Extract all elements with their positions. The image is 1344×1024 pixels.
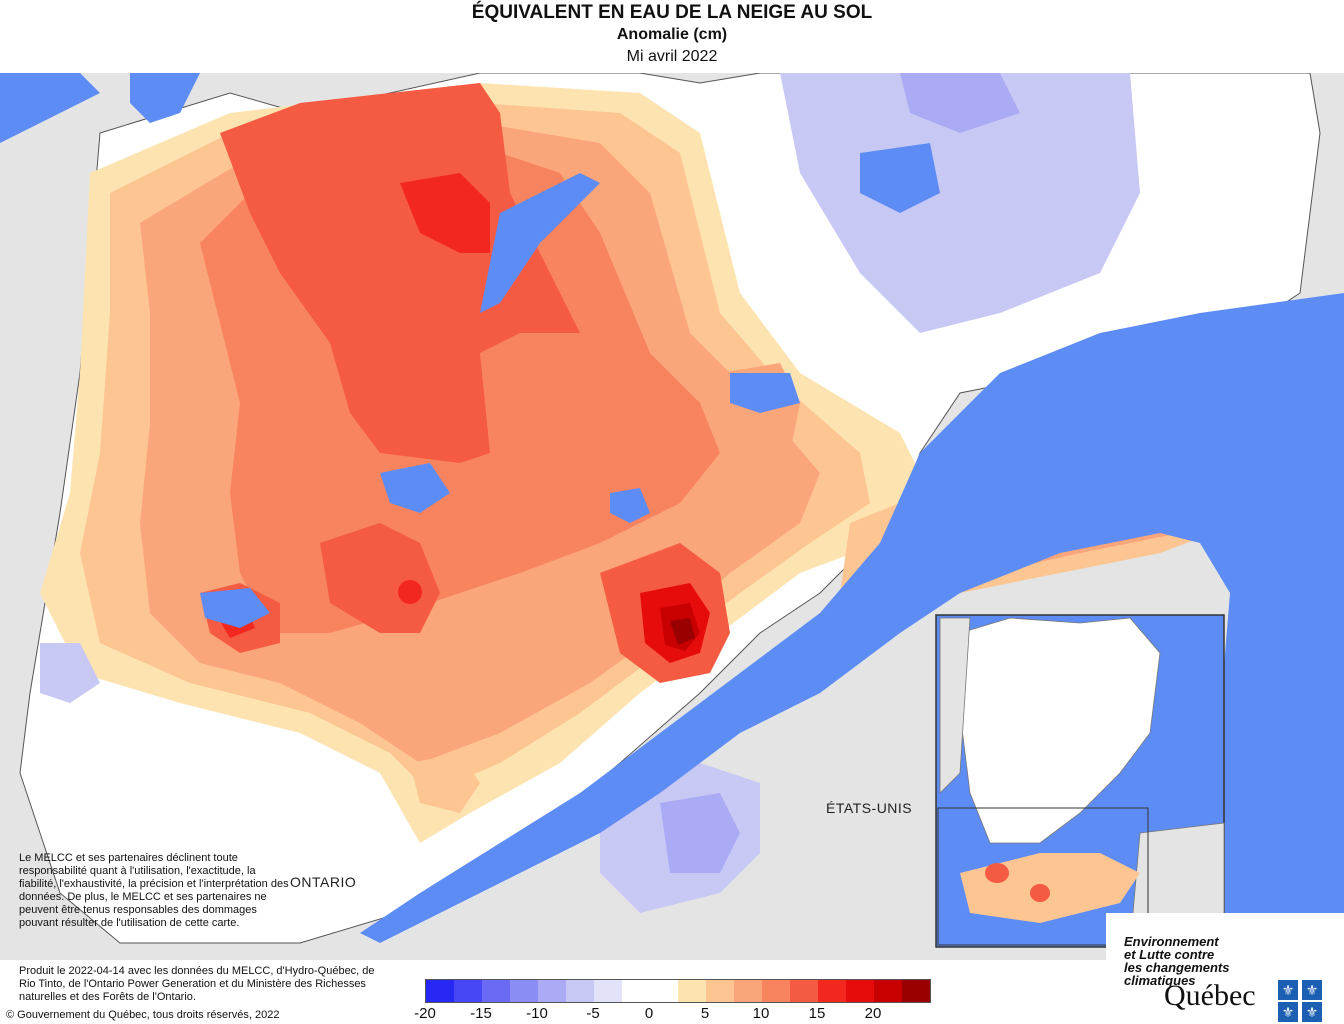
legend-swatch <box>874 980 902 1002</box>
ministry-line-3: les changements <box>1124 960 1230 975</box>
legend-tick-label: 10 <box>752 1005 770 1022</box>
legend-swatch <box>818 980 846 1002</box>
legend-bar <box>425 979 931 1003</box>
legend-swatch <box>678 980 706 1002</box>
legend-tick-label: 20 <box>864 1005 882 1022</box>
legend-swatch <box>706 980 734 1002</box>
credit-text: Produit le 2022-04-14 avec les données d… <box>19 965 375 1003</box>
copyright-text: © Gouvernement du Québec, tous droits ré… <box>6 1009 280 1021</box>
legend-swatch <box>650 980 678 1002</box>
fleur-de-lis-icon: ⚜ <box>1278 1002 1298 1022</box>
map-period: Mi avril 2022 <box>626 48 718 65</box>
quebec-wordmark: Québec <box>1164 979 1256 1012</box>
disclaimer-text: Le MELCC et ses partenaires déclinent to… <box>19 852 289 929</box>
map-canvas <box>0 73 1344 960</box>
legend-tick-label: 15 <box>808 1005 826 1022</box>
fleur-de-lis-icon: ⚜ <box>1278 980 1298 1000</box>
color-legend: -20 -15 -10 -5 0 5 10 15 20 <box>414 979 935 1023</box>
anomaly-map <box>0 73 1344 960</box>
fleur-de-lis-icon: ⚜ <box>1302 1002 1322 1022</box>
legend-swatch <box>426 980 454 1002</box>
legend-tick-label: -20 <box>414 1005 436 1022</box>
legend-swatch <box>538 980 566 1002</box>
legend-swatch <box>566 980 594 1002</box>
ministry-line-4: climatiques <box>1124 973 1196 988</box>
ministry-line-2: et Lutte contre <box>1124 947 1215 962</box>
legend-swatch <box>846 980 874 1002</box>
legend-swatch <box>482 980 510 1002</box>
us-label: ÉTATS-UNIS <box>826 800 913 816</box>
legend-swatch <box>734 980 762 1002</box>
legend-tick-label: -5 <box>586 1005 600 1022</box>
anomaly-layers <box>40 73 1340 913</box>
legend-tick-label: 0 <box>644 1005 654 1022</box>
legend-swatch <box>902 980 930 1002</box>
fleur-de-lis-icon: ⚜ <box>1302 980 1322 1000</box>
legend-swatch <box>790 980 818 1002</box>
legend-tick-label: -15 <box>470 1005 492 1022</box>
ministry-line-1: Environnement <box>1124 934 1219 949</box>
map-subtitle: Anomalie (cm) <box>616 26 728 43</box>
legend-tick-label: 5 <box>700 1005 710 1022</box>
ontario-label: ONTARIO <box>290 874 357 890</box>
inset-map <box>935 614 1225 948</box>
legend-swatch <box>622 980 650 1002</box>
legend-swatch <box>510 980 538 1002</box>
legend-swatch <box>454 980 482 1002</box>
legend-swatch <box>762 980 790 1002</box>
quebec-logo: Environnement et Lutte contre les change… <box>1106 913 1344 1024</box>
legend-tick-label: -10 <box>526 1005 548 1022</box>
map-title: ÉQUIVALENT EN EAU DE LA NEIGE AU SOL <box>471 2 873 23</box>
legend-swatch <box>594 980 622 1002</box>
water-bodies <box>0 73 1344 960</box>
ministry-name: Environnement et Lutte contre les change… <box>1124 935 1230 987</box>
